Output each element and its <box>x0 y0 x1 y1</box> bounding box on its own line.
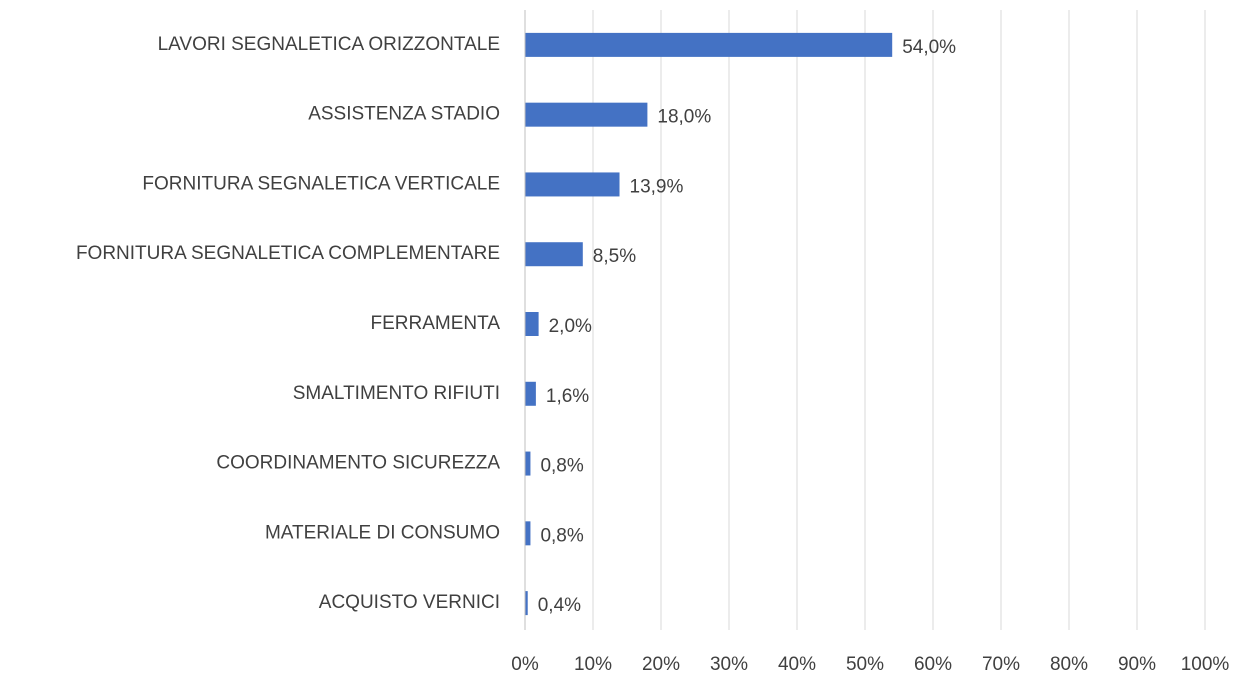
x-tick-label: 40% <box>778 654 816 675</box>
y-tick-label: ASSISTENZA STADIO <box>308 104 500 125</box>
y-tick-label: LAVORI SEGNALETICA ORIZZONTALE <box>158 34 500 55</box>
value-label: 1,6% <box>546 386 589 407</box>
y-tick-label: FORNITURA SEGNALETICA VERTICALE <box>142 173 500 194</box>
value-label: 0,8% <box>540 456 583 477</box>
x-tick-label: 70% <box>982 654 1020 675</box>
x-tick-label: 80% <box>1050 654 1088 675</box>
value-label: 8,5% <box>593 246 636 267</box>
x-tick-label: 20% <box>642 654 680 675</box>
value-label: 0,8% <box>540 525 583 546</box>
bar <box>525 381 536 406</box>
bar <box>525 242 583 267</box>
value-label: 54,0% <box>902 37 956 58</box>
value-label: 18,0% <box>657 107 711 128</box>
y-tick-label: FORNITURA SEGNALETICA COMPLEMENTARE <box>76 243 500 264</box>
bar <box>525 591 528 616</box>
y-tick-label: SMALTIMENTO RIFIUTI <box>293 383 500 404</box>
bar <box>525 312 539 336</box>
bar <box>525 451 531 476</box>
value-label: 2,0% <box>549 316 592 337</box>
value-label: 0,4% <box>538 595 581 616</box>
y-tick-label: COORDINAMENTO SICUREZZA <box>216 453 500 474</box>
x-tick-label: 60% <box>914 654 952 675</box>
bar <box>525 102 648 127</box>
bar <box>525 172 620 197</box>
y-tick-label: FERRAMENTA <box>371 313 501 334</box>
x-tick-label: 30% <box>710 654 748 675</box>
y-tick-label: ACQUISTO VERNICI <box>319 592 500 613</box>
x-tick-label: 90% <box>1118 654 1156 675</box>
value-label: 13,9% <box>630 176 684 197</box>
x-tick-label: 100% <box>1181 654 1230 675</box>
bar <box>525 32 893 57</box>
y-tick-label: MATERIALE DI CONSUMO <box>265 522 500 543</box>
x-tick-label: 0% <box>511 654 539 675</box>
x-tick-label: 50% <box>846 654 884 675</box>
x-tick-label: 10% <box>574 654 612 675</box>
bar <box>525 521 531 546</box>
